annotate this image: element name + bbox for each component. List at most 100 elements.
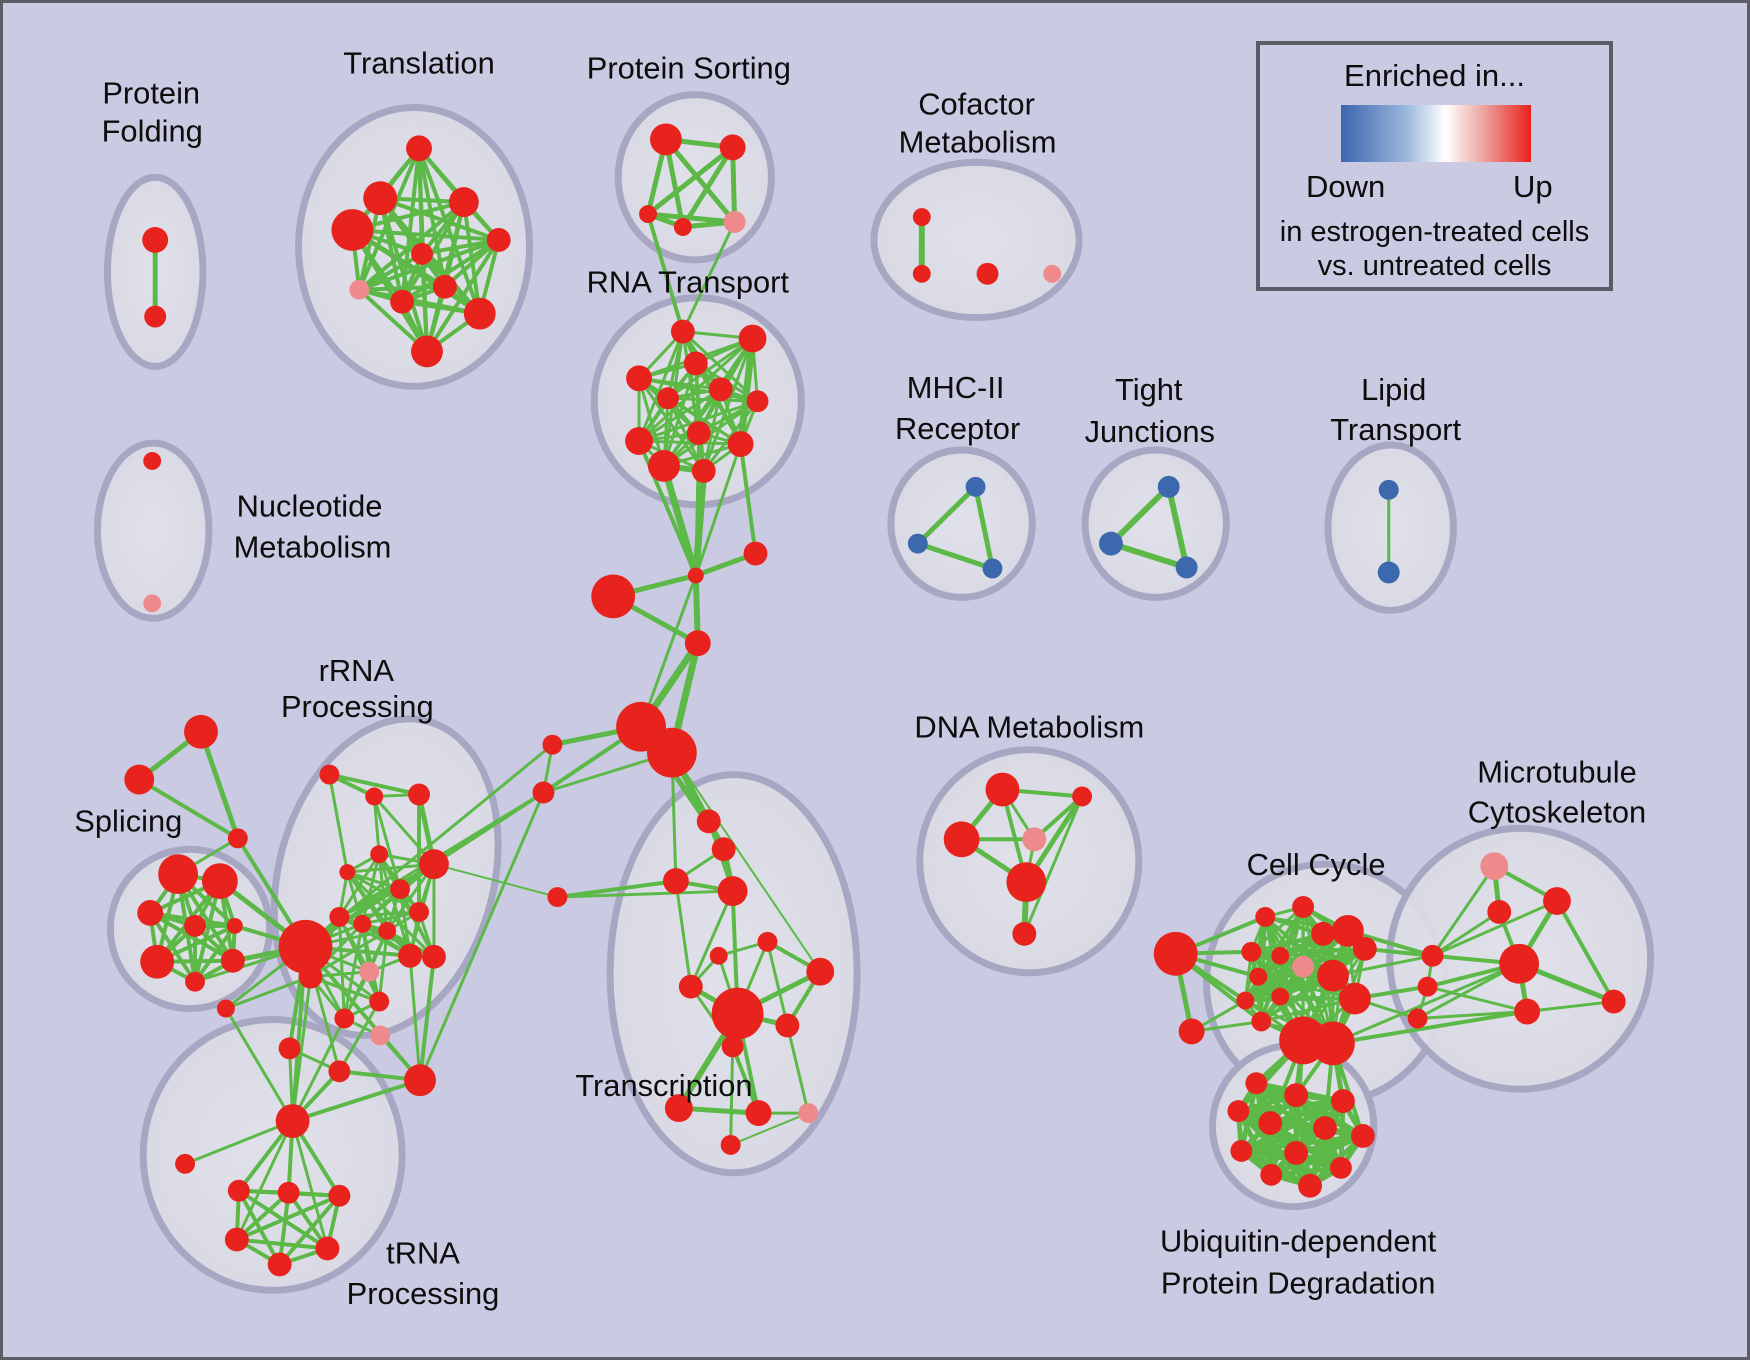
gene-set-node-rr16[interactable] bbox=[369, 991, 390, 1012]
gene-set-node-rr13[interactable] bbox=[359, 961, 380, 982]
gene-set-node-rt5[interactable] bbox=[656, 387, 679, 410]
gene-set-node-nm0[interactable] bbox=[143, 452, 162, 470]
gene-set-node-cc14[interactable] bbox=[1317, 959, 1349, 992]
gene-set-node-dm3[interactable] bbox=[1022, 827, 1047, 852]
gene-set-node-tr1[interactable] bbox=[363, 181, 398, 216]
gene-set-node-mt0[interactable] bbox=[1480, 852, 1509, 881]
gene-set-node-cc12[interactable] bbox=[1331, 914, 1364, 947]
gene-set-node-rr18[interactable] bbox=[370, 1025, 391, 1046]
gene-set-node-st2[interactable] bbox=[227, 828, 248, 849]
gene-set-node-lt1[interactable] bbox=[1377, 561, 1400, 584]
gene-set-node-ub8[interactable] bbox=[1284, 1140, 1309, 1165]
gene-set-node-rt6[interactable] bbox=[746, 390, 769, 413]
gene-set-node-st0[interactable] bbox=[184, 714, 218, 749]
gene-set-node-tn2[interactable] bbox=[227, 1179, 250, 1202]
gene-set-node-md2[interactable] bbox=[591, 574, 636, 619]
gene-set-node-rr6[interactable] bbox=[353, 914, 372, 933]
gene-set-node-tr2[interactable] bbox=[331, 209, 374, 251]
gene-set-node-ts0[interactable] bbox=[696, 809, 721, 834]
gene-set-node-rr15[interactable] bbox=[422, 944, 446, 969]
gene-set-node-rr5[interactable] bbox=[329, 906, 350, 927]
gene-set-node-cc3[interactable] bbox=[1292, 896, 1315, 918]
gene-set-node-dm5[interactable] bbox=[1012, 921, 1037, 946]
gene-set-node-tr8[interactable] bbox=[390, 289, 415, 314]
gene-set-node-rr21[interactable] bbox=[404, 1064, 436, 1097]
gene-set-node-tr6[interactable] bbox=[432, 274, 457, 299]
gene-set-node-sp5[interactable] bbox=[140, 944, 175, 979]
gene-set-node-tr9[interactable] bbox=[463, 297, 496, 330]
gene-set-node-ub6[interactable] bbox=[1350, 1124, 1375, 1148]
gene-set-node-dm1[interactable] bbox=[1072, 786, 1093, 807]
gene-set-node-rr19[interactable] bbox=[278, 1037, 301, 1060]
gene-set-node-ts7[interactable] bbox=[678, 974, 703, 999]
gene-set-node-ub0[interactable] bbox=[1245, 1072, 1268, 1095]
gene-set-node-rt0[interactable] bbox=[670, 319, 695, 344]
gene-set-node-mh0[interactable] bbox=[965, 476, 986, 497]
gene-set-node-ps2[interactable] bbox=[639, 205, 657, 224]
gene-set-node-rt3[interactable] bbox=[626, 365, 652, 392]
gene-set-node-ps3[interactable] bbox=[673, 218, 692, 236]
gene-set-node-tn7[interactable] bbox=[267, 1252, 292, 1277]
gene-set-node-rt10[interactable] bbox=[648, 450, 680, 482]
gene-set-node-tr10[interactable] bbox=[411, 335, 443, 368]
gene-set-node-rr17[interactable] bbox=[334, 1008, 355, 1029]
gene-set-node-cc8[interactable] bbox=[1236, 991, 1255, 1010]
gene-set-node-rr0[interactable] bbox=[319, 764, 340, 785]
gene-set-node-tn6[interactable] bbox=[315, 1236, 340, 1261]
gene-set-node-cc16[interactable] bbox=[1421, 944, 1444, 967]
gene-set-node-rr20[interactable] bbox=[328, 1060, 351, 1083]
gene-set-node-tr3[interactable] bbox=[448, 187, 479, 218]
gene-set-node-cc13[interactable] bbox=[1352, 936, 1377, 961]
gene-set-node-pf1[interactable] bbox=[144, 305, 167, 328]
gene-set-node-dm0[interactable] bbox=[985, 772, 1020, 807]
gene-set-node-ts11[interactable] bbox=[721, 1035, 744, 1058]
gene-set-node-tj1[interactable] bbox=[1099, 531, 1123, 556]
gene-set-node-st1[interactable] bbox=[124, 764, 155, 795]
gene-set-node-rr10[interactable] bbox=[339, 864, 356, 881]
gene-set-node-mt2[interactable] bbox=[1487, 900, 1512, 924]
gene-set-node-md1[interactable] bbox=[743, 541, 768, 566]
gene-set-node-rt9[interactable] bbox=[727, 431, 754, 457]
gene-set-node-lt0[interactable] bbox=[1378, 479, 1399, 500]
gene-set-node-cc15[interactable] bbox=[1338, 982, 1371, 1015]
gene-set-node-ts10[interactable] bbox=[775, 1013, 800, 1038]
gene-set-node-tn0[interactable] bbox=[275, 1104, 310, 1138]
gene-set-node-cc9[interactable] bbox=[1271, 987, 1290, 1006]
gene-set-node-rt8[interactable] bbox=[625, 427, 653, 455]
gene-set-node-cc11[interactable] bbox=[1311, 921, 1335, 946]
gene-set-node-ts4[interactable] bbox=[547, 887, 568, 907]
gene-set-node-cc4[interactable] bbox=[1241, 941, 1262, 962]
gene-set-node-rr7[interactable] bbox=[378, 921, 397, 940]
gene-set-node-ps1[interactable] bbox=[719, 134, 746, 161]
gene-set-node-sp7[interactable] bbox=[220, 948, 245, 973]
gene-set-node-mt1[interactable] bbox=[1543, 887, 1571, 915]
gene-set-node-ps0[interactable] bbox=[649, 123, 682, 156]
gene-set-node-mh2[interactable] bbox=[982, 558, 1003, 579]
gene-set-node-tn3[interactable] bbox=[277, 1181, 300, 1204]
gene-set-node-ts9[interactable] bbox=[711, 987, 764, 1040]
gene-set-node-cf3[interactable] bbox=[1043, 264, 1062, 283]
gene-set-node-cc18[interactable] bbox=[1407, 1008, 1428, 1029]
gene-set-node-ub4[interactable] bbox=[1258, 1111, 1283, 1135]
gene-set-node-rr1[interactable] bbox=[365, 787, 384, 806]
gene-set-node-ts15[interactable] bbox=[720, 1134, 741, 1155]
gene-set-node-tj2[interactable] bbox=[1175, 556, 1198, 579]
gene-set-node-tn1[interactable] bbox=[175, 1153, 196, 1174]
gene-set-node-mh1[interactable] bbox=[907, 533, 928, 554]
gene-set-node-tn5[interactable] bbox=[224, 1227, 249, 1252]
gene-set-node-rr9[interactable] bbox=[390, 879, 411, 900]
gene-set-node-cc2[interactable] bbox=[1255, 906, 1276, 927]
gene-set-node-ub10[interactable] bbox=[1298, 1173, 1323, 1198]
gene-set-node-ts12[interactable] bbox=[664, 1094, 693, 1123]
gene-set-node-rt1[interactable] bbox=[738, 324, 767, 353]
gene-set-node-cf0[interactable] bbox=[912, 208, 931, 227]
gene-set-node-cc7[interactable] bbox=[1249, 967, 1268, 986]
gene-set-node-rr22[interactable] bbox=[216, 999, 235, 1018]
gene-set-node-rr8[interactable] bbox=[409, 902, 429, 922]
gene-set-node-rr12[interactable] bbox=[298, 964, 323, 989]
gene-set-node-rr11[interactable] bbox=[370, 845, 389, 864]
gene-set-node-rt4[interactable] bbox=[708, 377, 733, 402]
gene-set-node-cc17[interactable] bbox=[1417, 976, 1438, 997]
gene-set-node-ts3[interactable] bbox=[717, 876, 748, 906]
gene-set-node-tr5[interactable] bbox=[411, 242, 433, 265]
